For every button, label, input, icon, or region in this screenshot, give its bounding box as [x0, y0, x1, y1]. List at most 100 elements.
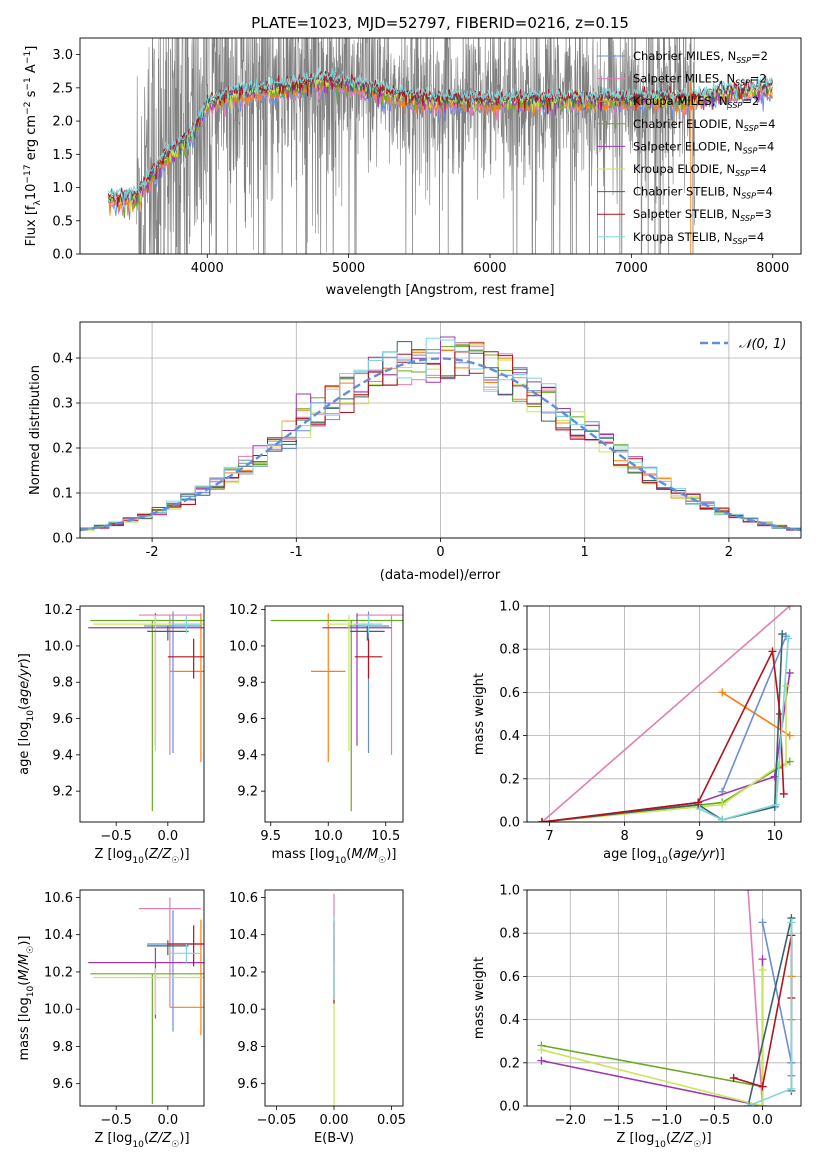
y-tick-label: 0.4 [499, 729, 520, 744]
chart-5: −0.5 0.0 9.6 9.8 10.0 10.2 10.4 10.6 Z [log10(Z/… [17, 889, 205, 1150]
y-tick-label: 0.4 [499, 1013, 520, 1028]
model-kroupa-stelib [107, 67, 773, 207]
y-tick-label: 0.0 [499, 1100, 520, 1115]
y-tick-label: 9.6 [52, 712, 73, 727]
y-tick-label: 0.6 [499, 686, 520, 701]
legend-label: Chabrier ELODIE, NSSP=4 [633, 117, 775, 133]
mass-weight-line [747, 890, 764, 1106]
x-tick-label: 0.00 [320, 1113, 349, 1128]
marker [772, 800, 781, 809]
marker [784, 634, 793, 643]
legend-label: Salpeter ELODIE, NSSP=4 [633, 139, 774, 155]
marker [785, 606, 794, 610]
y-tick-label: 0.5 [52, 214, 73, 229]
x-tick-label: 0.0 [157, 1113, 178, 1128]
marker [781, 681, 790, 690]
mass-weight-line [747, 917, 793, 1106]
marker [758, 1102, 767, 1106]
marker [758, 965, 767, 974]
chart-2: −0.5 0.0 9.2 9.4 9.6 9.8 10.0 10.2 Z [log10(Z/Z☉… [17, 603, 205, 866]
y-tick-label: 0.0 [52, 248, 73, 263]
y-tick-label: 10.2 [229, 965, 258, 980]
y-tick-label: 3.0 [52, 48, 73, 63]
chart-7: −2.0 −1.5 −1.0 −0.5 0.0 0.0 0.2 0.4 0.6 0.8 1.0 Z [… [472, 884, 802, 1150]
y-axis-label: mass weight [472, 957, 487, 1039]
x-tick-label: 9 [696, 829, 704, 844]
y-tick-label: 1.0 [499, 600, 520, 615]
marker [718, 800, 727, 809]
x-tick-label: 10.5 [371, 829, 400, 844]
y-tick-label: 0.8 [499, 927, 520, 942]
y-tick-label: 1.0 [52, 181, 73, 196]
y-tick-label: 0.3 [52, 397, 73, 412]
marker [779, 789, 788, 798]
y-tick-label: 9.6 [52, 1077, 73, 1092]
marker [744, 1102, 753, 1106]
y-axis-label: age [log10(age/yr)] [17, 653, 36, 775]
plot-area [88, 611, 204, 812]
marker [538, 818, 547, 822]
y-tick-label: 0.2 [499, 772, 520, 787]
legend-label: Kroupa STELIB, NSSP=4 [633, 230, 764, 246]
marker [768, 647, 777, 656]
y-tick-label: 10.6 [229, 891, 258, 906]
x-tick-label: −1.0 [651, 1113, 683, 1128]
chart-3: 9.5 10.0 10.5 9.2 9.4 9.6 9.8 10.0 10.2 mass [log… [229, 603, 404, 866]
marker [778, 630, 787, 639]
marker [537, 1056, 546, 1065]
x-tick-label: −0.05 [257, 1113, 297, 1128]
mass-weight-line [541, 606, 791, 822]
axes-frame [79, 321, 802, 539]
chart-6: −0.05 0.00 0.05 9.6 9.8 10.0 10.2 10.4 10.6 E(B-V… [229, 889, 406, 1146]
chart-0: 4000 5000 6000 7000 8000 0.0 0.5 1.0 1.5 2.0 2.5 3.… [23, 14, 802, 298]
marker [695, 805, 704, 814]
marker [785, 668, 794, 677]
axes-frame [264, 605, 404, 823]
y-tick-label: 0.8 [499, 643, 520, 658]
x-tick-label: −0.5 [100, 829, 132, 844]
data-spectrum [136, 38, 696, 254]
x-tick-label: 1 [581, 545, 589, 560]
marker [694, 798, 703, 807]
chart-title: PLATE=1023, MJD=52797, FIBERID=0216, z=0… [251, 14, 629, 32]
legend-label: Salpeter MILES, NSSP=2 [633, 72, 767, 88]
y-axis-label: Flux [fλ10−17 erg cm−2 s−1 A−1] [23, 46, 43, 247]
gaussian-curve [80, 357, 801, 532]
marker [787, 918, 796, 927]
mass-weight-line [541, 685, 787, 822]
y-tick-label: 9.2 [237, 785, 258, 800]
y-tick-label: 10.4 [44, 928, 73, 943]
marker [744, 890, 753, 894]
y-tick-label: 10.0 [229, 639, 258, 654]
y-tick-label: 9.4 [237, 748, 258, 763]
x-tick-label: -1 [290, 545, 303, 560]
marker [785, 731, 794, 740]
y-tick-label: 10.2 [229, 603, 258, 618]
x-axis-label: wavelength [Angstrom, rest frame] [326, 283, 555, 298]
axes-frame [526, 889, 802, 1107]
y-tick-label: 2.5 [52, 81, 73, 96]
y-tick-label: 9.8 [237, 676, 258, 691]
chart-4: 7 8 9 10 0.0 0.2 0.4 0.6 0.8 1.0 age [log10(age/yr… [472, 600, 802, 866]
marker [718, 688, 727, 697]
legend-label: 𝒩(0, 1) [739, 337, 786, 352]
x-tick-label: −1.5 [603, 1113, 635, 1128]
marker [787, 1084, 796, 1093]
x-tick-label: 5000 [332, 261, 365, 276]
axes-frame [526, 605, 802, 823]
y-tick-label: 9.8 [237, 1040, 258, 1055]
plot-area [88, 897, 204, 1105]
x-tick-label: 7000 [615, 261, 648, 276]
x-tick-label: 0.05 [377, 1113, 406, 1128]
x-axis-label: mass [log10(M/M☉)] [272, 847, 397, 866]
marker [718, 815, 727, 822]
legend-label: Salpeter STELIB, NSSP=3 [633, 207, 772, 223]
marker [537, 1045, 546, 1054]
x-axis-label: age [log10(age/yr)] [603, 847, 725, 866]
marker [781, 759, 790, 768]
y-tick-label: 2.0 [52, 115, 73, 130]
y-tick-label: 9.2 [52, 785, 73, 800]
legend-label: Kroupa MILES, NSSP=2 [633, 94, 759, 110]
marker [770, 772, 779, 781]
x-tick-label: 8000 [756, 261, 789, 276]
